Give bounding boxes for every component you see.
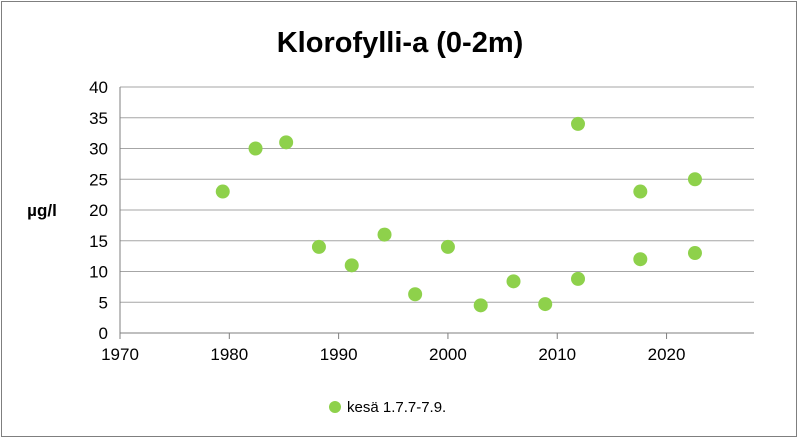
data-point-0-12 <box>571 271 586 286</box>
y-tick-label-25: 25 <box>89 170 108 189</box>
y-axis-label: µg/l <box>27 201 57 220</box>
y-tick-label-30: 30 <box>89 140 108 159</box>
data-points <box>215 116 702 313</box>
y-tick-label-0: 0 <box>99 324 108 343</box>
data-point-0-5 <box>377 227 392 242</box>
gridlines <box>120 86 754 303</box>
data-point-0-13 <box>633 184 648 199</box>
y-tick-label-15: 15 <box>89 232 108 251</box>
data-point-0-11 <box>571 116 586 131</box>
data-point-0-7 <box>440 239 455 254</box>
x-tick-label-1980: 1980 <box>210 345 248 364</box>
y-tick-labels: 0 5 10 15 20 25 30 35 40 <box>89 78 108 343</box>
data-point-0-9 <box>506 274 521 289</box>
x-tick-label-2000: 2000 <box>429 345 467 364</box>
data-point-0-2 <box>279 135 294 150</box>
legend-label: kesä 1.7.7-7.9. <box>347 399 446 416</box>
data-point-0-1 <box>248 141 263 156</box>
y-tick-label-10: 10 <box>89 263 108 282</box>
legend-marker <box>329 401 341 413</box>
data-point-0-16 <box>687 246 702 261</box>
data-point-0-14 <box>633 252 648 267</box>
axes <box>119 87 754 339</box>
data-point-0-3 <box>311 239 326 254</box>
x-tick-label-1970: 1970 <box>101 345 139 364</box>
y-tick-label-35: 35 <box>89 109 108 128</box>
data-point-0-8 <box>473 298 488 313</box>
chart-title: Klorofylli-a (0-2m) <box>277 27 524 59</box>
y-tick-label-20: 20 <box>89 201 108 220</box>
x-tick-label-1990: 1990 <box>320 345 358 364</box>
data-point-0-4 <box>344 258 359 273</box>
x-tick-label-2020: 2020 <box>648 345 686 364</box>
data-point-0-0 <box>215 184 230 199</box>
data-point-0-15 <box>687 172 702 187</box>
y-tick-label-5: 5 <box>99 293 108 312</box>
x-tick-label-2010: 2010 <box>538 345 576 364</box>
data-point-0-6 <box>408 287 423 302</box>
x-tick-labels: 1970 1980 1990 2000 2010 2020 <box>101 345 685 364</box>
legend: kesä 1.7.7-7.9. <box>329 399 446 416</box>
y-tick-label-40: 40 <box>89 78 108 97</box>
data-point-0-10 <box>538 297 553 312</box>
